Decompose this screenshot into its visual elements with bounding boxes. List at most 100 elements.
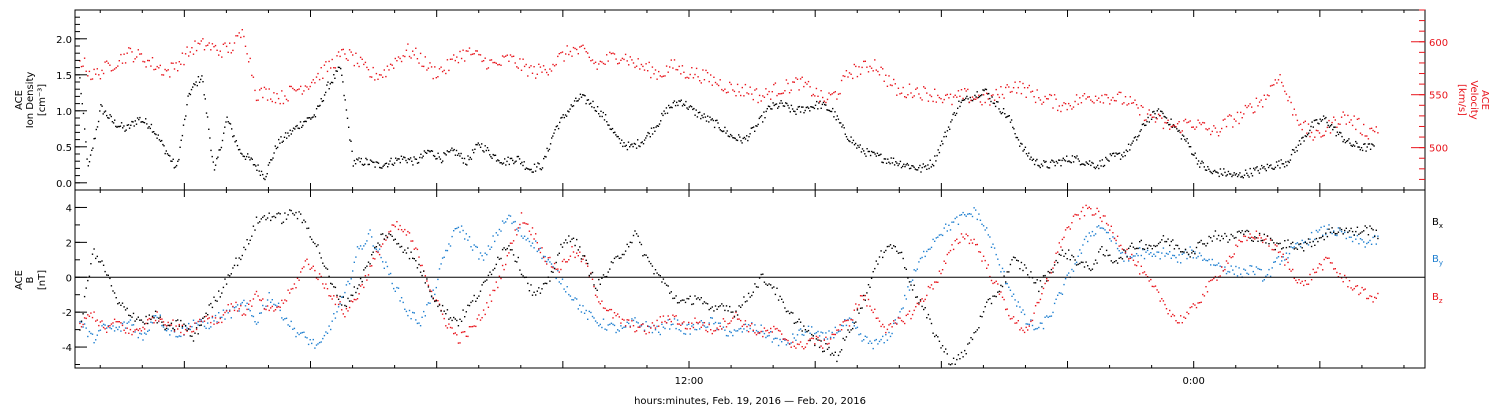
density-point (188, 92, 190, 95)
bx-point (197, 333, 199, 335)
bottom-panel-marks (79, 204, 1379, 366)
by-point (292, 328, 294, 330)
density-point (689, 105, 692, 107)
bx-point (1236, 231, 1239, 233)
bx-point (270, 219, 272, 222)
by-point (1197, 255, 1199, 258)
velocity-point (1030, 91, 1032, 93)
density-point (524, 168, 526, 170)
velocity-point (1331, 121, 1333, 124)
velocity-point (710, 74, 712, 76)
bz-point (446, 327, 449, 329)
bz-point (877, 317, 879, 319)
bz-point (632, 325, 635, 327)
bx-point (628, 246, 630, 248)
density-point (1115, 152, 1117, 154)
bz-point (265, 308, 267, 311)
bx-point (828, 346, 830, 349)
velocity-point (732, 89, 734, 91)
velocity-point (916, 87, 918, 89)
bx-point (717, 306, 720, 308)
by-point (315, 344, 318, 346)
bx-point (1339, 227, 1341, 229)
by-point (140, 333, 143, 335)
density-point (1187, 142, 1189, 144)
bz-point (609, 308, 611, 311)
density-point (1325, 116, 1327, 119)
density-point (567, 110, 569, 112)
by-point (1055, 298, 1057, 300)
velocity-point (397, 56, 400, 58)
density-point (787, 104, 789, 107)
bz-point (848, 325, 851, 327)
density-point (1340, 132, 1342, 134)
bx-point (558, 252, 560, 254)
velocity-point (833, 91, 835, 94)
bx-point (951, 363, 953, 365)
bz-point (852, 319, 854, 321)
bx-point (899, 252, 901, 254)
legend-bx-sub: x (1439, 222, 1443, 230)
bx-point (1042, 275, 1045, 277)
density-point (1321, 119, 1324, 121)
velocity-point (314, 82, 316, 84)
density-point (824, 103, 826, 106)
bz-point (651, 322, 654, 324)
bx-point (207, 314, 209, 316)
velocity-point (904, 96, 906, 98)
velocity-point (848, 72, 851, 74)
density-point (616, 135, 618, 138)
by-point (443, 256, 445, 258)
density-point (1369, 148, 1372, 150)
density-point (1126, 150, 1129, 153)
density-point (1123, 151, 1125, 154)
density-point (1005, 116, 1007, 119)
bz-point (561, 260, 564, 263)
by-point (1080, 252, 1083, 254)
density-point (651, 133, 654, 135)
density-point (980, 94, 982, 97)
density-point (1145, 124, 1147, 126)
by-point (1016, 305, 1018, 307)
bx-point (598, 278, 600, 281)
bx-point (1077, 263, 1079, 266)
by-point (747, 324, 750, 326)
density-point (412, 164, 414, 166)
velocity-point (1003, 97, 1005, 99)
velocity-point (1025, 96, 1027, 98)
by-point (153, 315, 155, 317)
bz-point (1126, 248, 1128, 251)
velocity-point (665, 65, 668, 67)
velocity-point (479, 54, 482, 56)
velocity-point (87, 75, 89, 77)
bx-point (232, 267, 234, 269)
velocity-point (782, 92, 784, 94)
by-point (1326, 228, 1329, 230)
by-point (312, 338, 314, 341)
density-point (1157, 108, 1160, 110)
density-point (1000, 112, 1002, 115)
density-point (198, 81, 201, 83)
bz-point (913, 309, 915, 312)
velocity-point (1353, 115, 1355, 117)
density-point (1108, 160, 1110, 162)
velocity-point (662, 75, 665, 77)
velocity-point (132, 61, 135, 63)
bz-point (328, 295, 330, 297)
velocity-point (1072, 106, 1075, 108)
top-right-ylabel-line-3: [km/s] (1456, 84, 1467, 116)
density-point (1262, 167, 1264, 169)
density-point (807, 107, 810, 109)
by-point (598, 325, 600, 327)
bz-point (1320, 264, 1322, 266)
density-point (278, 138, 280, 141)
bx-point (178, 325, 180, 327)
by-point (828, 330, 830, 332)
bz-point (1027, 329, 1029, 331)
density-point (477, 142, 479, 144)
by-point (844, 319, 846, 321)
density-point (189, 93, 192, 96)
bx-point (975, 331, 977, 333)
by-point (107, 325, 109, 327)
velocity-point (897, 87, 900, 89)
